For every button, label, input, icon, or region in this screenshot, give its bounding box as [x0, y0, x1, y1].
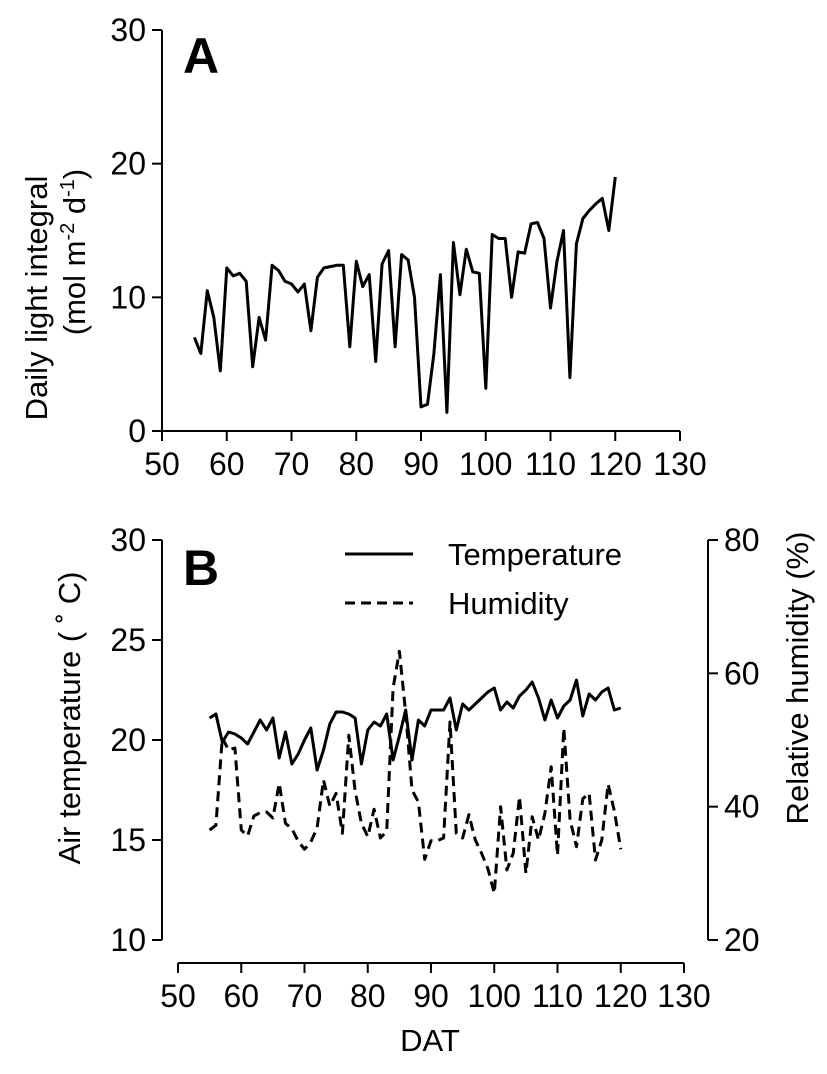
y-tick-label: 20 [110, 722, 146, 758]
x-tick-label: 50 [160, 978, 196, 1014]
legend-humidity-label: Humidity [448, 586, 569, 621]
panel-b-tick-labels: 10 15 20 25 30 20 40 60 80 50 60 70 80 90 100 110 120 130 [110, 522, 759, 1014]
panel-a-label: A [183, 28, 219, 84]
x-tick-label: 80 [338, 446, 374, 482]
panel-a: A Daily light integral (mol m-2 d-1) 0 10… [19, 12, 707, 482]
y-tick-label: 30 [110, 522, 146, 558]
panel-a-tick-labels: 0 10 20 30 50 60 70 80 90 100 110 120 130 [110, 12, 706, 482]
panel-b-y2label: Relative humidity (%) [780, 532, 815, 825]
panel-b-label: B [183, 540, 219, 596]
y-tick-label: 20 [110, 146, 146, 182]
panel-b-series [208, 649, 623, 895]
panel-b-ylabel: Air temperature ( ˚ C) [52, 572, 87, 865]
x-tick-label: 110 [532, 978, 583, 1014]
y-tick-label: 30 [110, 12, 146, 48]
x-tick-label: 70 [287, 978, 323, 1014]
x-tick-label: 110 [525, 446, 576, 482]
panel-a-ylabel-units: (mol m-2 d-1) [57, 169, 92, 336]
x-tick-label: 130 [653, 446, 706, 482]
legend-temperature-label: Temperature [448, 537, 622, 572]
x-tick-label: 70 [274, 446, 310, 482]
x-tick-label: 120 [589, 446, 642, 482]
y2-tick-label: 80 [724, 522, 760, 558]
series-line [193, 176, 617, 414]
x-tick-label: 120 [594, 978, 647, 1014]
x-tick-label: 80 [350, 978, 386, 1014]
x-tick-label: 60 [223, 978, 259, 1014]
y-tick-label: 10 [110, 279, 146, 315]
legend: Temperature Humidity [345, 537, 622, 621]
y-tick-label: 25 [110, 622, 146, 658]
series-humidity-line [208, 649, 623, 895]
y2-tick-label: 20 [724, 922, 760, 958]
panel-b: B Air temperature ( ˚ C) Relative humidi… [52, 522, 815, 1058]
y2-tick-label: 60 [724, 655, 760, 691]
y-tick-label: 10 [110, 922, 146, 958]
x-tick-label: 130 [657, 978, 710, 1014]
y-tick-label: 15 [110, 822, 146, 858]
y2-tick-label: 40 [724, 789, 760, 825]
panel-b-axes [152, 539, 718, 973]
x-tick-label: 60 [209, 446, 245, 482]
series-temperature-line [208, 678, 622, 772]
panel-a-ylabel: Daily light integral [19, 176, 54, 421]
x-tick-label: 100 [459, 446, 512, 482]
panel-a-series [193, 176, 617, 414]
x-tick-label: 100 [468, 978, 521, 1014]
x-tick-label: 50 [144, 446, 180, 482]
panel-a-axes [152, 29, 681, 441]
x-tick-label: 90 [403, 446, 439, 482]
y-tick-label: 0 [128, 413, 146, 449]
panel-b-xlabel: DAT [400, 1023, 460, 1058]
x-tick-label: 90 [413, 978, 449, 1014]
